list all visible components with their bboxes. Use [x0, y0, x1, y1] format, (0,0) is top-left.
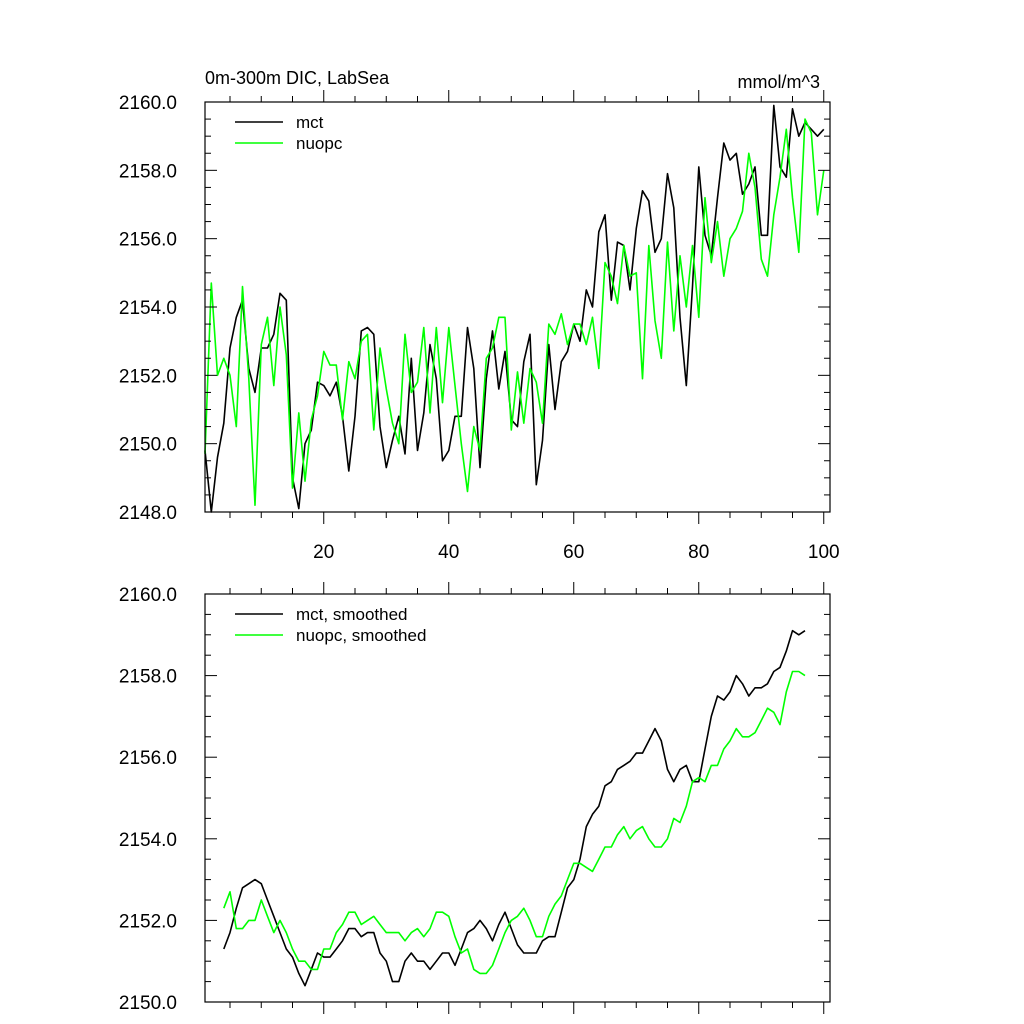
y-tick-label: 2150.0	[119, 435, 177, 456]
x-tick-label: 20	[313, 542, 334, 563]
series-line-mct	[204, 104, 825, 513]
x-tick-label: 100	[808, 542, 840, 563]
y-tick-label: 2148.0	[119, 503, 177, 524]
legend-label: mct	[296, 113, 324, 132]
y-tick-label: 2152.0	[119, 366, 177, 387]
y-tick-label: 2160.0	[119, 93, 177, 114]
bottom-panel: 2150.0 2152.0 2154.0 2156.0 2158.0 2160.0 mct,…	[119, 582, 831, 1014]
top-panel: 2148.0 2150.0 2152.0 2154.0 2156.0 2158.0 2160…	[119, 68, 840, 563]
series-line-nuopc-smoothed	[223, 670, 806, 975]
legend-label: nuopc, smoothed	[296, 626, 426, 645]
units-label: mmol/m^3	[738, 72, 820, 92]
y-tick-label: 2158.0	[119, 161, 177, 182]
x-tick-label: 40	[438, 542, 459, 563]
y-tick-label: 2150.0	[119, 993, 177, 1014]
x-tick-label: 60	[563, 542, 584, 563]
y-tick-label: 2152.0	[119, 911, 177, 932]
x-tick-label: 80	[688, 542, 709, 563]
y-tick-label: 2154.0	[119, 298, 177, 319]
y-tick-label: 2160.0	[119, 585, 177, 606]
legend-label: mct, smoothed	[296, 605, 408, 624]
series-line-mct-smoothed	[223, 629, 806, 987]
legend-label: nuopc	[296, 134, 343, 153]
y-tick-label: 2156.0	[119, 230, 177, 251]
series-line-nuopc	[204, 118, 825, 507]
y-tick-label: 2154.0	[119, 830, 177, 851]
chart-title: 0m-300m DIC, LabSea	[205, 68, 390, 88]
y-tick-label: 2158.0	[119, 667, 177, 688]
y-tick-label: 2156.0	[119, 748, 177, 769]
